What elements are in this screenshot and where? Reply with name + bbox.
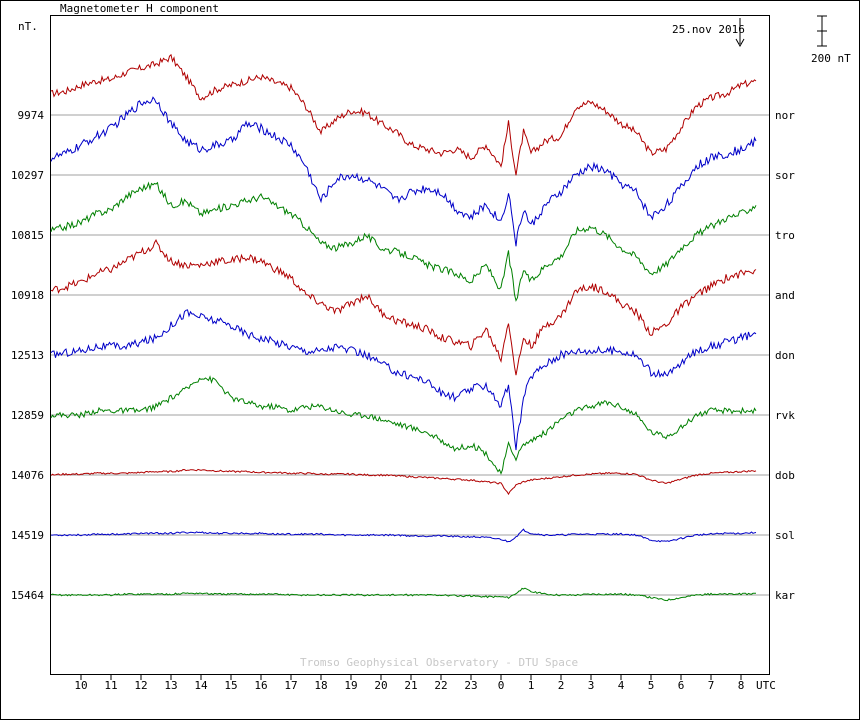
footer-credit: Tromso Geophysical Observatory - DTU Spa…	[300, 656, 578, 669]
date-marker-arrow	[735, 18, 745, 48]
baseline-value-don: 12513	[11, 349, 44, 362]
station-label-rvk: rvk	[775, 409, 795, 422]
x-tick-label-17: 3	[588, 679, 595, 692]
baseline-value-sor: 10297	[11, 169, 44, 182]
x-tick-label-21: 7	[708, 679, 715, 692]
x-tick-label-20: 6	[678, 679, 685, 692]
baseline-value-and: 10918	[11, 289, 44, 302]
series-don	[50, 309, 757, 451]
series-kar	[50, 587, 757, 602]
station-label-dob: dob	[775, 469, 795, 482]
series-and	[50, 239, 757, 376]
x-tick-label-22: 8	[738, 679, 745, 692]
series-dob	[50, 468, 757, 496]
x-tick-label-12: 22	[434, 679, 447, 692]
series-tro	[50, 181, 757, 302]
y-unit-label: nT.	[18, 20, 38, 33]
x-tick-label-15: 1	[528, 679, 535, 692]
x-tick-label-14: 0	[498, 679, 505, 692]
baseline-value-kar: 15464	[11, 589, 44, 602]
station-label-kar: kar	[775, 589, 795, 602]
x-tick-label-2: 12	[134, 679, 147, 692]
x-tick-label-18: 4	[618, 679, 625, 692]
station-label-tro: tro	[775, 229, 795, 242]
station-label-and: and	[775, 289, 795, 302]
station-label-nor: nor	[775, 109, 795, 122]
scale-bar	[817, 15, 827, 47]
baseline-value-nor: 9974	[18, 109, 45, 122]
plot-frame	[50, 15, 770, 675]
x-tick-label-6: 16	[254, 679, 267, 692]
x-axis-unit-label: UTC	[756, 679, 776, 692]
x-tick-label-5: 15	[224, 679, 237, 692]
station-label-don: don	[775, 349, 795, 362]
x-tick-label-0: 10	[74, 679, 87, 692]
baseline-value-sol: 14519	[11, 529, 44, 542]
station-label-sol: sol	[775, 529, 795, 542]
series-sol	[51, 528, 757, 543]
x-tick-label-11: 21	[404, 679, 417, 692]
scale-bar-label: 200 nT	[811, 52, 851, 65]
baseline-value-dob: 14076	[11, 469, 44, 482]
chart-title: Magnetometer H component	[60, 2, 219, 15]
series-sor	[50, 96, 757, 247]
x-tick-label-16: 2	[558, 679, 565, 692]
x-tick-label-9: 19	[344, 679, 357, 692]
baseline-value-rvk: 12859	[11, 409, 44, 422]
station-label-sor: sor	[775, 169, 795, 182]
x-tick-label-19: 5	[648, 679, 655, 692]
x-tick-label-1: 11	[104, 679, 117, 692]
series-nor	[50, 53, 757, 176]
series-rvk	[50, 375, 757, 475]
x-tick-label-7: 17	[284, 679, 297, 692]
x-tick-label-10: 20	[374, 679, 387, 692]
baseline-value-tro: 10815	[11, 229, 44, 242]
x-tick-label-3: 13	[164, 679, 177, 692]
x-tick-label-13: 23	[464, 679, 477, 692]
x-tick-label-4: 14	[194, 679, 208, 692]
date-label: 25.nov 2016	[672, 23, 745, 36]
x-tick-label-8: 18	[314, 679, 327, 692]
